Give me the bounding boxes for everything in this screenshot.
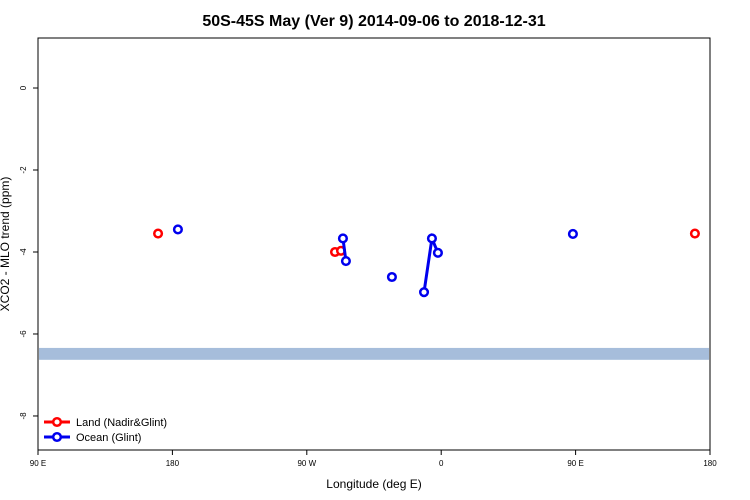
legend-marker [51, 431, 63, 443]
point [426, 233, 437, 244]
y-tick-label: -8 [19, 412, 28, 420]
point [418, 287, 430, 298]
legend-marker [51, 416, 63, 428]
x-tick-label: 180 [703, 459, 717, 468]
point [689, 228, 700, 239]
point [153, 228, 164, 239]
chart-title: 50S-45S May (Ver 9) 2014-09-06 to 2018-1… [202, 13, 545, 30]
x-tick-label: 0 [439, 459, 444, 468]
point [172, 224, 183, 235]
y-tick-label: -6 [19, 330, 28, 338]
x-tick-label: 180 [166, 459, 180, 468]
series-line [422, 232, 440, 293]
y-axis-label: XCO2 - MLO trend (ppm) [0, 177, 12, 312]
point [340, 255, 351, 267]
legend-label: Land (Nadir&Glint) [76, 417, 167, 429]
x-axis-label: Longitude (deg E) [326, 477, 421, 491]
y-tick-label: -4 [19, 248, 28, 256]
y-tick-label: 0 [19, 85, 28, 90]
x-tick-label: 90 W [297, 459, 316, 468]
point [337, 233, 348, 244]
point [386, 271, 397, 283]
x-tick-label: 90 E [30, 459, 46, 468]
point [567, 228, 578, 240]
legend-label: Ocean (Glint) [76, 432, 141, 444]
band [39, 347, 709, 360]
point [432, 247, 443, 258]
y-tick-label: -2 [19, 166, 28, 174]
x-tick-label: 90 E [567, 459, 583, 468]
plot-frame [37, 37, 711, 451]
